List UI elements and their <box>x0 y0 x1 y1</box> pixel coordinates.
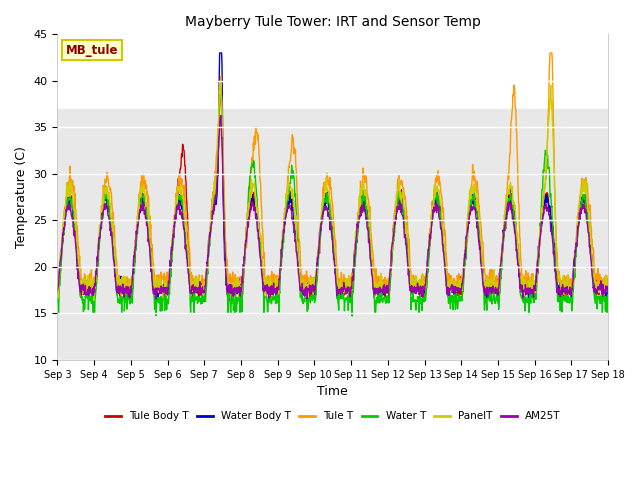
Y-axis label: Temperature (C): Temperature (C) <box>15 146 28 248</box>
X-axis label: Time: Time <box>317 385 348 398</box>
Legend: Tule Body T, Water Body T, Tule T, Water T, PanelT, AM25T: Tule Body T, Water Body T, Tule T, Water… <box>101 408 564 426</box>
Title: Mayberry Tule Tower: IRT and Sensor Temp: Mayberry Tule Tower: IRT and Sensor Temp <box>185 15 481 29</box>
Text: MB_tule: MB_tule <box>66 44 118 57</box>
Bar <box>58 109 608 360</box>
